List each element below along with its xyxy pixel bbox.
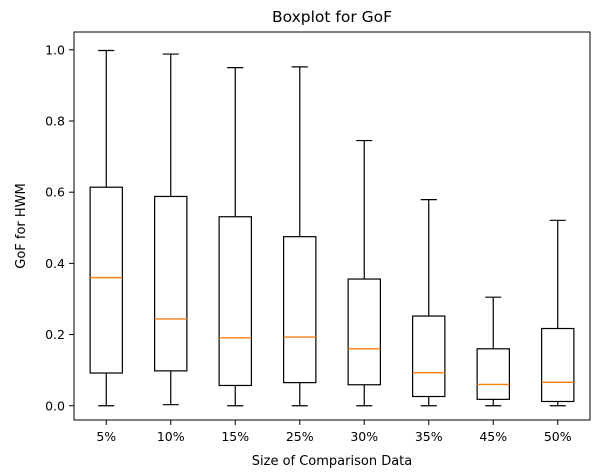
y-tick-label: 0.4 bbox=[45, 256, 65, 271]
x-tick-label: 5% bbox=[96, 429, 116, 444]
box bbox=[154, 195, 188, 372]
plot-frame bbox=[73, 31, 591, 421]
x-axis-label: Size of Comparison Data bbox=[252, 454, 413, 469]
x-tick-label: 25% bbox=[286, 429, 314, 444]
x-tick-label: 35% bbox=[415, 429, 443, 444]
box bbox=[412, 315, 446, 398]
y-tick-label: 1.0 bbox=[45, 42, 65, 57]
y-tick-label: 0.6 bbox=[45, 185, 65, 200]
box bbox=[476, 348, 510, 400]
plot-area: 0.0 0.2 0.4 0.6 0.8 1.0 5% 10% 15% 25% 30% 35% 45% 50… bbox=[45, 31, 591, 444]
box bbox=[89, 186, 123, 374]
box bbox=[541, 327, 575, 403]
y-tick-label: 0.2 bbox=[45, 327, 65, 342]
box bbox=[283, 236, 317, 384]
x-tick-label: 10% bbox=[157, 429, 185, 444]
y-tick-label: 0.8 bbox=[45, 113, 65, 128]
chart-title: Boxplot for GoF bbox=[272, 8, 392, 26]
box bbox=[218, 216, 252, 387]
y-axis-label: GoF for HWM bbox=[14, 183, 29, 269]
x-tick-label: 45% bbox=[479, 429, 507, 444]
x-tick-label: 30% bbox=[350, 429, 378, 444]
box bbox=[347, 278, 381, 386]
x-tick-label: 15% bbox=[221, 429, 249, 444]
x-tick-label: 50% bbox=[544, 429, 572, 444]
y-tick-label: 0.0 bbox=[45, 398, 65, 413]
